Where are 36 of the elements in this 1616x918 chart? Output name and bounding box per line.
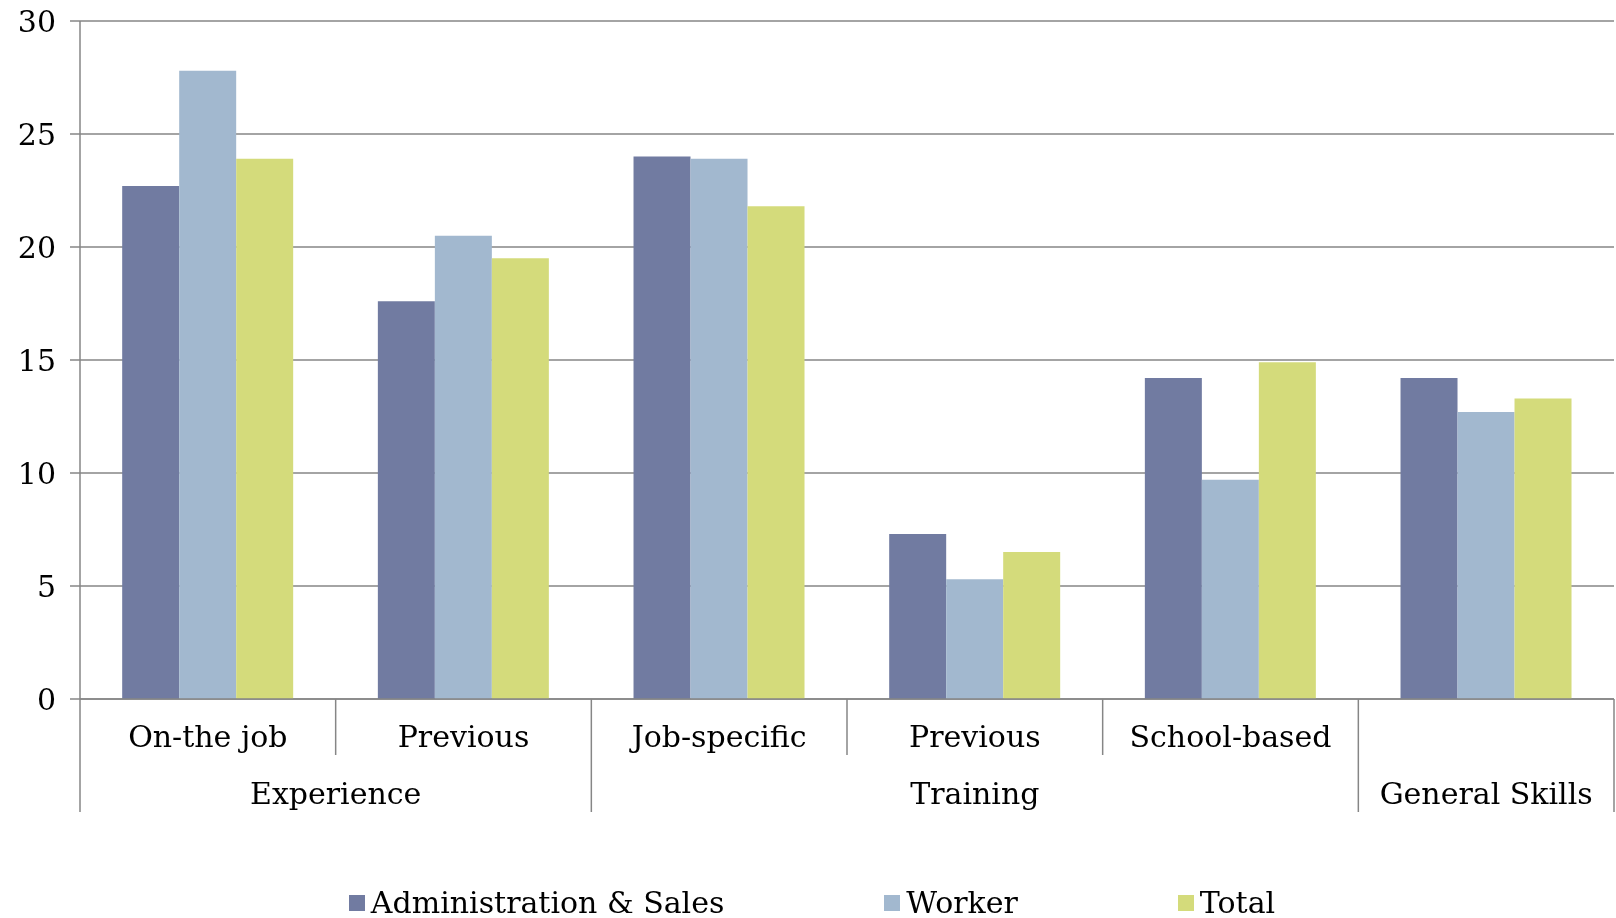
bar: [690, 158, 748, 699]
bar: [889, 534, 947, 699]
legend-label: Administration & Sales: [370, 885, 725, 918]
x-tick-label: On-the job: [128, 719, 288, 754]
bar: [1144, 378, 1202, 699]
y-tick-label: 15: [17, 342, 56, 378]
text: Training: [910, 776, 1040, 811]
bar: [1201, 479, 1259, 699]
y-tick-label: 20: [17, 229, 56, 265]
x-tick-label: Job-specific: [628, 719, 807, 754]
y-tick-label: 25: [17, 116, 56, 152]
y-tick-label: 0: [36, 681, 56, 717]
bar: [1003, 552, 1061, 699]
bar: [122, 185, 180, 699]
bar: [1514, 398, 1572, 699]
bar: [946, 579, 1004, 699]
bar: [179, 70, 237, 699]
bar: [236, 158, 294, 699]
x-tick-label: School-based: [1129, 719, 1332, 754]
y-tick-label: 10: [17, 455, 56, 491]
bar: [1258, 362, 1316, 699]
bar: [1400, 378, 1458, 699]
y-tick-label: 5: [36, 568, 56, 604]
text: Experience: [249, 776, 422, 811]
bar: [434, 235, 492, 699]
bar: [377, 301, 435, 699]
bar: [491, 258, 549, 699]
y-tick-label: 30: [17, 3, 56, 39]
legend-label: Worker: [906, 885, 1018, 918]
bar: [1457, 411, 1515, 699]
text: General Skills: [1379, 776, 1593, 811]
bar: [747, 206, 805, 699]
x-tick-label: Previous: [909, 719, 1041, 754]
x-tick-label: Previous: [397, 719, 530, 754]
legend-label: Total: [1199, 885, 1276, 918]
bar: [633, 156, 691, 699]
